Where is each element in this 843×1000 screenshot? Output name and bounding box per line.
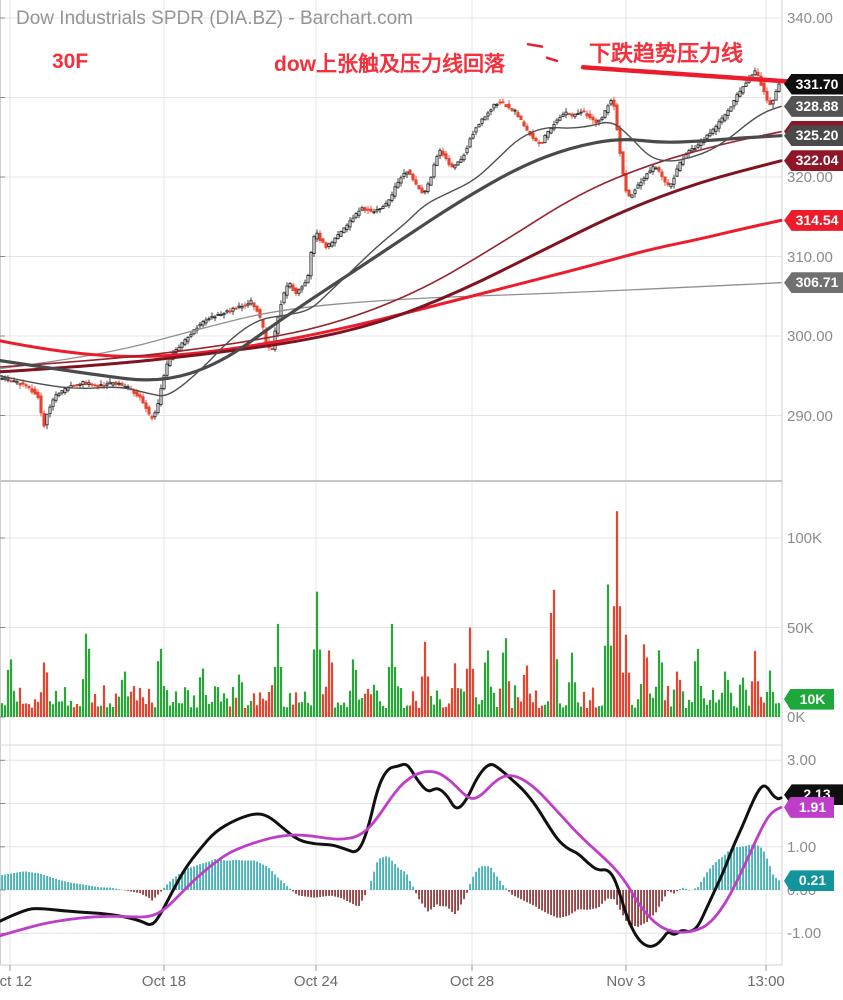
y-axis-label: 340.00: [787, 10, 833, 27]
price-tag-malong: 306.71: [784, 272, 843, 294]
macd-tag-signal: 1.91: [784, 796, 834, 818]
y-axis-label: 50K: [787, 619, 814, 637]
y-axis-label: 100K: [787, 530, 823, 547]
rally-note-annotation: dow上张触及压力线回落: [274, 53, 505, 76]
macd-tag-hist: 0.21: [784, 870, 834, 892]
y-axis-label: 1.00: [787, 838, 817, 856]
trendline-note-annotation: 下跌趋势压力线: [589, 41, 744, 66]
x-axis-label: 13:00: [747, 973, 785, 990]
price-tag-ma20: 328.88: [784, 95, 843, 117]
timeframe-annotation: 30F: [52, 50, 89, 73]
x-axis-label: Oct 12: [0, 973, 33, 990]
x-axis-label: Oct 24: [293, 973, 339, 990]
chart-title: Dow Industrials SPDR (DIA.BZ) - Barchart…: [16, 8, 413, 29]
x-axis-label: Nov 3: [606, 973, 646, 990]
price-tag-ma200: 314.54: [784, 209, 843, 231]
y-axis-label: 290.00: [787, 407, 833, 425]
y-axis-label: 0K: [787, 709, 806, 726]
y-axis-label: -1.00: [787, 925, 822, 943]
price-tag-ma150: 322.04: [784, 150, 843, 172]
volume-tag: 10K: [784, 688, 834, 710]
y-axis-label: 300.00: [787, 328, 833, 345]
price-tag-last: 331.70: [784, 73, 843, 95]
x-axis-label: Oct 18: [141, 973, 187, 990]
price-tag-ma50: 325.20: [784, 125, 843, 147]
x-axis-label: Oct 28: [449, 973, 495, 990]
y-axis-label: 320.00: [787, 169, 833, 186]
y-axis-label: 3.00: [787, 752, 817, 770]
y-axis-label: 310.00: [787, 248, 833, 266]
